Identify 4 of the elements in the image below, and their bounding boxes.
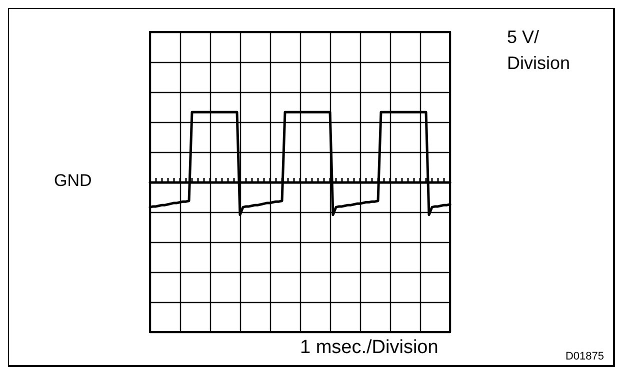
text: 5 V/ Division [506, 27, 570, 73]
text: GND [54, 171, 92, 190]
text: 1 msec./Division [300, 337, 438, 358]
text: D01875 [565, 350, 604, 362]
